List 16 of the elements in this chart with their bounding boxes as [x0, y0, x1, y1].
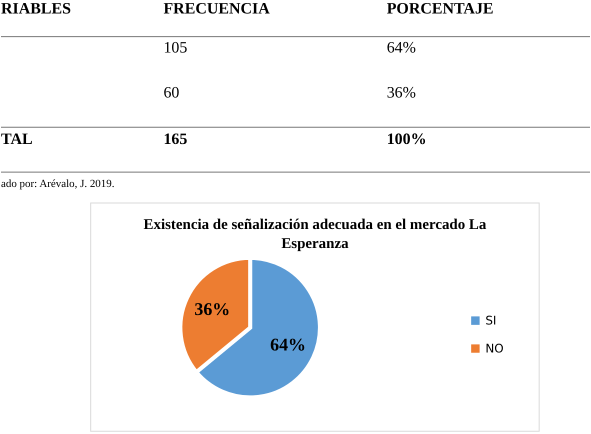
- text: 105: [163, 40, 188, 57]
- data-label: 64%: [270, 334, 306, 354]
- legend-label: SI: [485, 314, 496, 328]
- text: 60: [163, 84, 180, 102]
- legend-label: NO: [485, 342, 504, 356]
- text: 100%: [386, 131, 427, 148]
- text: 36%: [386, 84, 416, 102]
- text: 165: [163, 131, 188, 148]
- text: 64%: [386, 40, 416, 57]
- text: TAL: [0, 131, 33, 148]
- text: FRECUENCIA: [163, 0, 270, 18]
- text: ado por: Arévalo, J. 2019.: [0, 178, 115, 190]
- text: PORCENTAJE: [386, 0, 494, 18]
- data-label: 36%: [194, 298, 230, 319]
- text: RIABLES: [0, 0, 72, 18]
- chart-title: Existencia de señalización adecuada en el mercado La Esperanza: [144, 216, 487, 252]
